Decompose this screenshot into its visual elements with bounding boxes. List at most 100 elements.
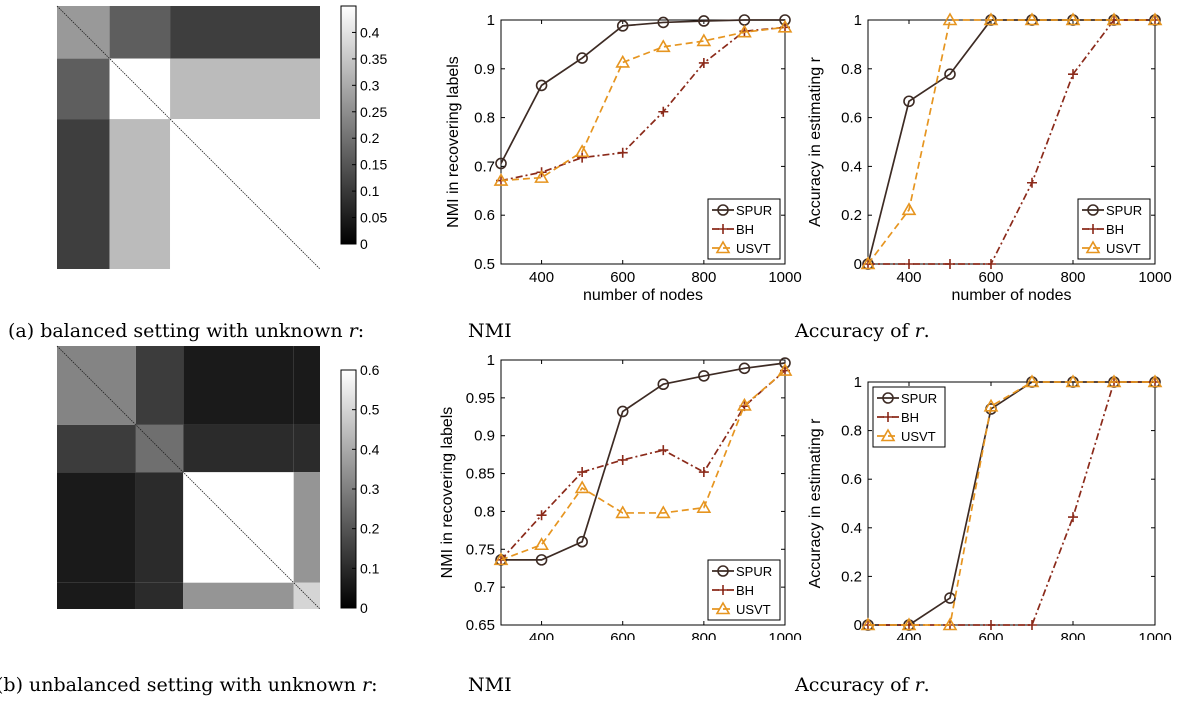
series-line-usvt — [867, 19, 1155, 265]
y-tick-label: 0.8 — [474, 503, 495, 520]
data-point — [944, 68, 956, 80]
heatmap-cell — [135, 472, 184, 583]
data-point — [983, 12, 999, 26]
legend: SPUR BH USVT — [707, 198, 781, 260]
data-point — [1065, 374, 1081, 388]
x-tick-label: 400 — [529, 269, 554, 286]
x-tick-label: 1000 — [768, 630, 801, 640]
colorbar — [340, 5, 357, 245]
data-point — [1068, 69, 1078, 80]
data-point — [942, 12, 958, 26]
data-point — [1027, 620, 1037, 630]
colorbar-tick-label: 0.15 — [360, 157, 387, 173]
y-tick-label: 0.5 — [474, 256, 495, 273]
data-point — [655, 39, 671, 53]
legend-label-usvt: USVT — [901, 429, 936, 444]
caption-a-var: r — [348, 320, 358, 342]
y-tick-label: 0 — [854, 256, 862, 273]
colorbar-tick-label: 0.3 — [360, 77, 380, 93]
data-point — [904, 259, 914, 269]
data-point — [860, 256, 876, 270]
data-point — [616, 405, 629, 418]
y-tick-label: 0 — [854, 617, 862, 634]
caption-a-acc: Accuracy of r. — [795, 320, 930, 342]
heatmap-cell — [109, 58, 171, 120]
data-point — [986, 620, 996, 630]
data-point — [718, 224, 728, 234]
series-line-usvt — [500, 26, 786, 182]
legend-label-bh: BH — [901, 410, 919, 425]
y-tick-label: 0.95 — [466, 390, 495, 407]
a-acc: 400 600 800 1000 0 0.2 0.4 0.6 0.8 1 number of nod… — [807, 12, 1172, 304]
y-axis-label: Accuracy in estimating r — [807, 418, 824, 589]
data-point — [717, 565, 729, 577]
legend-label-bh: BH — [1106, 222, 1124, 237]
data-point — [657, 378, 670, 391]
y-axis-label: NMI in recovering labels — [439, 407, 456, 579]
data-point — [698, 467, 709, 478]
colorbar-tick-label: 0.2 — [360, 130, 380, 146]
data-point — [698, 370, 710, 382]
data-point — [737, 24, 752, 38]
series-line-spur — [501, 362, 786, 561]
colorbar-tick-label: 0.35 — [360, 51, 387, 67]
data-point — [901, 617, 917, 631]
y-tick-label: 0.6 — [841, 471, 862, 488]
caption-a-colon: : — [357, 320, 365, 342]
colorbar-tick-label: 0.1 — [360, 183, 380, 199]
legend-label-spur: SPUR — [1106, 203, 1142, 218]
legend: SPUR BH USVT — [872, 386, 946, 448]
y-tick-label: 0.8 — [474, 110, 495, 127]
x-axis-label: number of nodes — [583, 287, 703, 304]
data-point — [534, 537, 549, 551]
caption-b-acc-period: . — [923, 674, 930, 696]
x-tick-label: 400 — [896, 269, 921, 286]
x-tick-label: 800 — [691, 630, 716, 640]
x-tick-label: 800 — [1060, 630, 1085, 640]
data-point — [658, 445, 669, 456]
caption-b-label: (b) unbalanced setting with unknown — [0, 674, 362, 696]
x-tick-label: 400 — [896, 630, 921, 640]
data-point — [1147, 12, 1163, 26]
data-point — [615, 505, 631, 519]
heatmap-cell — [183, 582, 294, 609]
data-point — [536, 510, 547, 521]
b-heatmap: 0 0.1 0.2 0.3 0.4 0.5 0.6 — [56, 345, 380, 616]
y-tick-label: 0.75 — [466, 541, 495, 558]
data-point — [715, 240, 731, 254]
data-point — [658, 106, 669, 117]
data-point — [495, 157, 507, 170]
y-tick-label: 0.6 — [841, 110, 862, 127]
data-point — [901, 202, 917, 216]
data-point — [617, 147, 628, 158]
y-tick-label: 0.8 — [841, 423, 862, 440]
x-tick-label: 800 — [1060, 269, 1085, 286]
b-nmi: 400 600 800 10000.650.70.750.80.850.90.951n… — [439, 352, 802, 640]
heatmap-cell — [57, 582, 136, 609]
data-point — [535, 554, 548, 566]
heatmap-cell — [57, 424, 136, 473]
data-point — [1065, 12, 1081, 26]
series-line-bh — [500, 369, 786, 561]
caption-a-nmi: NMI — [468, 320, 512, 342]
y-tick-label: 0.4 — [841, 520, 862, 537]
caption-b-acc-label: Accuracy of — [795, 674, 915, 696]
x-axis-label: number of nodes — [951, 287, 1071, 304]
heatmap-cell — [57, 472, 136, 583]
x-tick-label: 400 — [529, 630, 554, 640]
heatmap-cell — [293, 424, 320, 473]
data-point — [696, 33, 712, 47]
series-line-spur — [500, 19, 785, 164]
colorbar-tick-label: 0.3 — [360, 481, 380, 497]
data-point — [1024, 374, 1040, 388]
caption-b-colon: : — [371, 674, 378, 696]
y-tick-label: 0.7 — [474, 579, 495, 596]
y-axis-label: Accuracy in estimating r — [807, 56, 824, 227]
colorbar-tick-label: 0 — [360, 600, 368, 616]
series-line-usvt — [868, 381, 1155, 626]
data-point — [1068, 512, 1078, 523]
data-point — [1024, 12, 1040, 26]
colorbar-tick-label: 0.6 — [360, 362, 380, 378]
heatmap-cell — [293, 346, 320, 425]
series-line-usvt — [500, 369, 786, 561]
